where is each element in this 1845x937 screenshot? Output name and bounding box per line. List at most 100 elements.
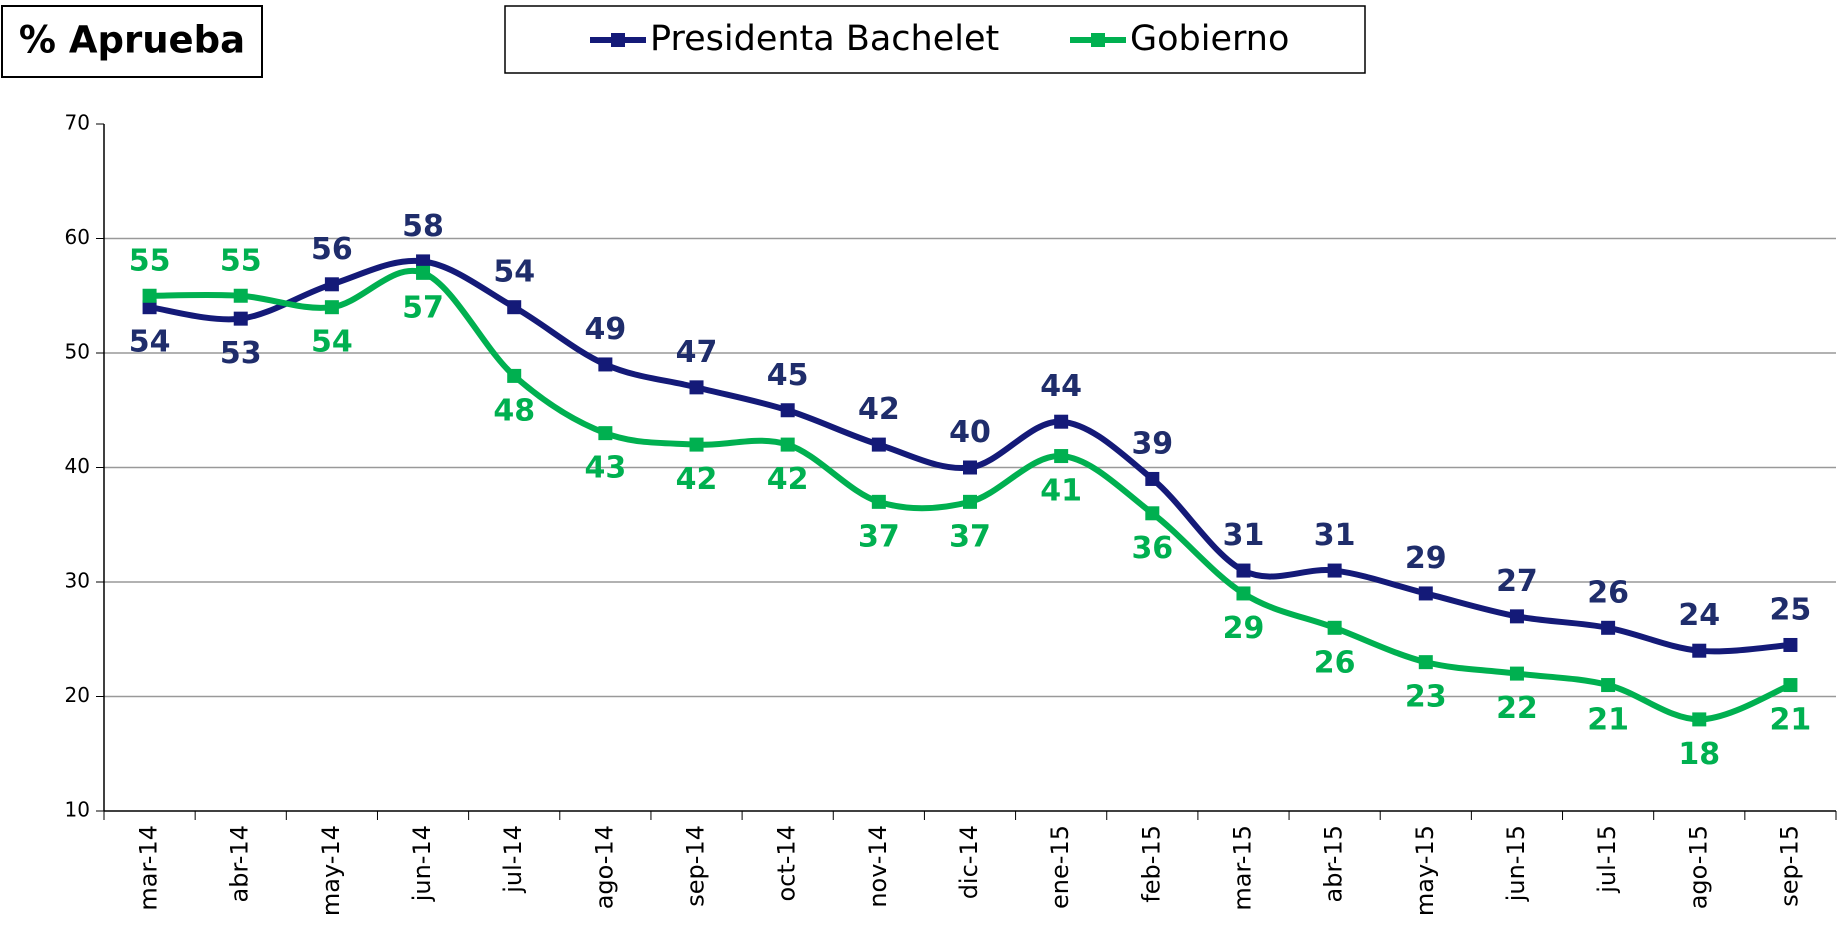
legend-box — [504, 5, 1366, 74]
marker — [871, 437, 886, 452]
data-label: 26 — [1314, 645, 1356, 680]
data-label: 57 — [402, 290, 444, 325]
data-label: 37 — [949, 519, 991, 554]
x-tick-label: mar-15 — [1228, 825, 1256, 911]
x-tick-label: may-15 — [1411, 825, 1439, 916]
y-tick-label: 50 — [65, 340, 90, 364]
marker — [780, 437, 795, 452]
data-label: 18 — [1678, 737, 1720, 772]
marker — [1783, 678, 1798, 693]
legend-marker — [611, 33, 625, 47]
marker — [507, 368, 522, 383]
data-label: 26 — [1587, 575, 1629, 610]
title-box — [1, 5, 263, 78]
data-label: 23 — [1405, 680, 1447, 715]
marker — [871, 494, 886, 509]
marker — [689, 437, 704, 452]
data-label: 29 — [1223, 611, 1265, 646]
marker — [1418, 655, 1433, 670]
y-tick-label: 40 — [65, 454, 90, 478]
x-tick-label: feb-15 — [1137, 825, 1165, 903]
data-label: 44 — [1040, 369, 1082, 404]
x-tick-label: abr-15 — [1320, 825, 1348, 902]
data-label: 43 — [584, 451, 626, 486]
marker — [324, 277, 339, 292]
marker — [780, 403, 795, 418]
legend: Presidenta Bachelet Gobierno — [590, 19, 1289, 59]
data-label: 41 — [1040, 474, 1082, 509]
x-tick-label: abr-14 — [226, 825, 254, 902]
data-label: 54 — [311, 325, 353, 360]
legend-marker — [1091, 33, 1105, 47]
marker — [1783, 637, 1798, 652]
y-tick-label: 70 — [65, 111, 90, 135]
data-label: 54 — [493, 255, 535, 290]
marker — [1236, 586, 1251, 601]
x-tick-label: sep-15 — [1775, 825, 1803, 907]
x-tick-label: ago-15 — [1684, 825, 1712, 909]
marker — [1327, 620, 1342, 635]
marker — [689, 380, 704, 395]
data-label: 37 — [858, 519, 900, 554]
marker — [1601, 678, 1616, 693]
y-tick-label: 60 — [65, 225, 90, 249]
marker — [1509, 609, 1524, 624]
x-tick-label: ago-14 — [590, 825, 618, 909]
data-label: 47 — [676, 335, 718, 370]
x-tick-label: nov-14 — [864, 825, 892, 908]
marker — [1509, 666, 1524, 681]
data-label: 42 — [767, 462, 809, 497]
data-label: 40 — [949, 415, 991, 450]
marker — [963, 460, 977, 475]
data-label: 49 — [584, 312, 626, 347]
legend-label: Presidenta Bachelet — [650, 19, 999, 59]
data-label: 25 — [1770, 592, 1812, 627]
chart-title: % Aprueba — [19, 19, 245, 62]
x-tick-label: dic-14 — [955, 825, 983, 899]
marker — [1236, 563, 1251, 578]
x-tick-label: may-14 — [317, 825, 345, 916]
marker — [1601, 620, 1616, 635]
x-tick-label: jul-14 — [499, 825, 527, 894]
marker — [324, 300, 339, 315]
marker — [1145, 471, 1160, 486]
x-tick-label: sep-14 — [682, 825, 710, 907]
data-label: 42 — [676, 462, 718, 497]
data-label: 53 — [220, 336, 262, 371]
data-label: 27 — [1496, 564, 1538, 599]
x-tick-label: mar-14 — [135, 825, 163, 911]
data-label: 39 — [1131, 426, 1173, 461]
data-label: 56 — [311, 232, 353, 267]
data-label: 21 — [1770, 703, 1812, 738]
data-label: 55 — [220, 243, 262, 278]
marker — [1145, 506, 1160, 521]
marker — [233, 288, 248, 303]
data-label: 48 — [493, 393, 535, 428]
data-label: 31 — [1223, 518, 1265, 553]
y-tick-label: 10 — [65, 798, 90, 822]
series-line — [149, 257, 1791, 655]
data-label: 45 — [767, 358, 809, 393]
x-tick-label: ene-15 — [1046, 825, 1074, 909]
marker — [963, 494, 977, 509]
marker — [1054, 414, 1069, 429]
marker — [507, 300, 522, 315]
marker — [1692, 643, 1707, 658]
data-label: 29 — [1405, 541, 1447, 576]
marker — [416, 254, 431, 269]
data-label: 42 — [858, 392, 900, 427]
data-label: 31 — [1314, 518, 1356, 553]
data-label: 21 — [1587, 703, 1629, 738]
legend-label: Gobierno — [1130, 19, 1289, 59]
x-tick-label: jun-14 — [408, 825, 436, 902]
marker — [598, 357, 613, 372]
data-label: 36 — [1131, 531, 1173, 566]
marker — [233, 311, 248, 326]
marker — [1692, 712, 1707, 727]
marker — [1054, 449, 1069, 464]
data-label: 55 — [129, 243, 171, 278]
data-label: 24 — [1678, 598, 1720, 633]
data-label: 54 — [129, 325, 171, 360]
marker — [1327, 563, 1342, 578]
